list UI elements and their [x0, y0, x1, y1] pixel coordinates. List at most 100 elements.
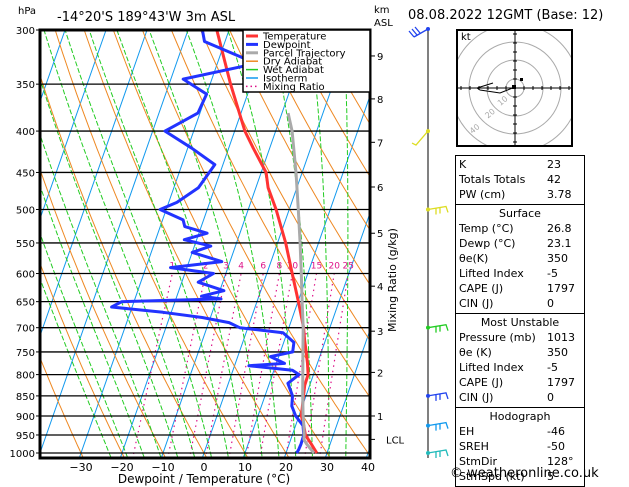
legend-label: Temperature [262, 32, 326, 43]
wet-adiabat [343, 30, 349, 458]
hodo-value: -50 [547, 440, 565, 453]
dry-adiabat [199, 30, 370, 342]
surface-label: θe(K) [459, 252, 489, 265]
hodograph-marker [520, 78, 523, 81]
hodo-label: EH [459, 425, 475, 438]
pw-label: PW (cm) [459, 188, 506, 201]
hodograph-trace [476, 82, 516, 94]
mu-value: -5 [547, 361, 558, 374]
hodograph-unit: kt [461, 32, 471, 43]
dry-adiabat [141, 30, 370, 457]
legend-label: Mixing Ratio [263, 82, 325, 93]
dry-adiabat [40, 167, 167, 458]
mu-label: Pressure (mb) [459, 331, 536, 344]
wet-adiabat [148, 30, 263, 458]
mu-label: Lifted Index [459, 361, 524, 374]
surface-value: 23.1 [547, 237, 572, 250]
surface-label: Temp (°C) [459, 222, 514, 235]
wet-adiabat [43, 30, 196, 458]
hodograph-ring-label: 20 [483, 107, 497, 120]
mixing-ratio-line [259, 273, 293, 458]
pressure-tick-label: 950 [16, 431, 35, 442]
mu-label: CIN (J) [459, 391, 494, 404]
wind-barb [427, 205, 449, 215]
hodo-value: -46 [547, 425, 565, 438]
hodo-label: SREH [459, 440, 489, 453]
pressure-tick-label: 1000 [10, 449, 35, 460]
mixing-ratio-axis-label: Mixing Ratio (g/kg) [386, 228, 399, 332]
mixing-ratio-line [132, 273, 173, 458]
wind-barb [411, 130, 429, 146]
height-tick-label: 8 [377, 95, 383, 106]
pressure-tick-label: 350 [16, 80, 35, 91]
hodograph-section: Hodograph EH -46 SREH -50 StmDir 128° StmSp… [456, 407, 584, 486]
surface-label: Dewp (°C) [459, 237, 516, 250]
dry-adiabat [40, 73, 208, 458]
isotherm [40, 30, 189, 455]
x-axis-label: Dewpoint / Temperature (°C) [118, 472, 290, 486]
k-index-value: 23 [547, 158, 561, 171]
surface-value: -5 [547, 267, 558, 280]
isotherm [242, 94, 370, 458]
wind-barb [427, 392, 449, 401]
height-tick-label: 1 [377, 412, 383, 423]
wet-adiabat [185, 30, 280, 458]
legend-label: Dry Adiabat [263, 57, 322, 68]
wet-adiabat [40, 231, 129, 458]
temperature-tick-label: 30 [320, 461, 334, 474]
wet-adiabat [309, 30, 330, 458]
pressure-tick-label: 550 [16, 239, 35, 250]
isotherm [324, 328, 370, 458]
isotherm [160, 30, 312, 458]
mixing-ratio-label: 2 [203, 262, 209, 272]
plot-frame [38, 28, 372, 460]
mu-value: 0 [547, 391, 554, 404]
storm-motion-marker [512, 85, 516, 89]
mixing-ratio-line [188, 273, 227, 458]
pressure-tick-label: 400 [16, 127, 35, 138]
hodo-value: 5 [547, 470, 554, 483]
surface-label: CAPE (J) [459, 282, 504, 295]
location-title: -14°20'S 189°43'W 3m ASL [57, 10, 236, 25]
surface-title: Surface [499, 207, 541, 220]
height-tick-label: 2 [377, 368, 383, 379]
dewpoint-line [110, 30, 306, 454]
pressure-tick-label: 900 [16, 412, 35, 423]
wind-barb [427, 421, 449, 431]
surface-value: 350 [547, 252, 568, 265]
most-unstable-section: Most Unstable Pressure (mb) 1013 θe (K) 35… [456, 313, 584, 407]
hodo-label: StmSpd (kt) [459, 470, 525, 483]
indices-table: K 23 Totals Totals 42 PW (cm) 3.78 Surface … [455, 155, 585, 487]
pressure-tick-label: 650 [16, 298, 35, 309]
isotherm [40, 30, 148, 338]
hodograph: 10 20 40 kt [450, 23, 580, 153]
parcel-trajectory-line [286, 112, 316, 454]
wet-adiabat [40, 276, 112, 458]
dry-adiabat [40, 261, 126, 458]
surface-value: 26.8 [547, 222, 572, 235]
dry-adiabat [54, 30, 249, 458]
dry-adiabat [589, 6, 629, 470]
mu-label: CAPE (J) [459, 376, 504, 389]
wet-adiabat [88, 30, 230, 458]
temperature-tick-label: 10 [238, 461, 252, 474]
wet-adiabat [227, 30, 297, 458]
copyright: © weatheronline.co.uk [450, 466, 599, 481]
wind-barb [427, 323, 449, 333]
temperature-tick-label: −10 [151, 461, 174, 474]
wind-barb [408, 26, 429, 38]
mu-value: 350 [547, 346, 568, 359]
isotherm [40, 30, 107, 221]
indices-section: K 23 Totals Totals 42 PW (cm) 3.78 [456, 156, 584, 204]
height-tick-label: 9 [377, 52, 383, 63]
legend-box [242, 29, 371, 93]
k-index-label: K [459, 158, 467, 171]
temperature-tick-label: −20 [110, 461, 133, 474]
dry-adiabat [258, 30, 370, 232]
mixing-ratio-label: 3 [223, 262, 229, 272]
hodograph-title: Hodograph [489, 410, 551, 423]
height-tick-label: 7 [377, 138, 383, 149]
mu-value: 1013 [547, 331, 575, 344]
legend-label: Parcel Trajectory [263, 48, 346, 59]
